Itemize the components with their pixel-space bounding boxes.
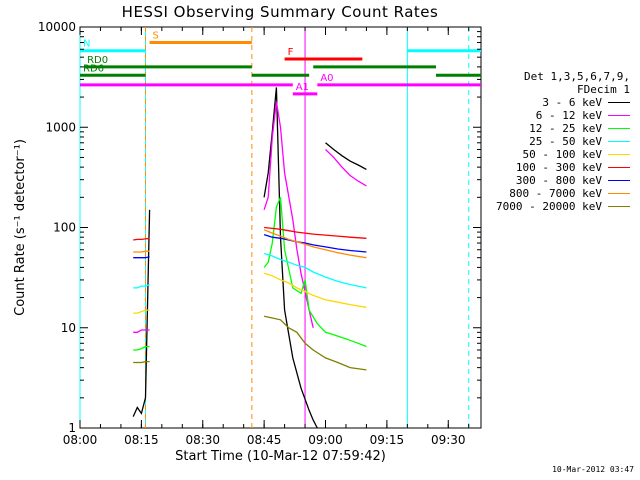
series-line [133,250,150,253]
legend-label: 7000 - 20000 keV [496,200,602,213]
legend-swatch [608,128,630,129]
x-tick-label: 09:15 [370,433,405,447]
x-tick-label: 08:00 [63,433,98,447]
series-line [133,360,150,364]
legend-label: 800 - 7000 keV [509,187,602,200]
x-tick-label: 09:00 [308,433,343,447]
legend-swatch [608,154,630,155]
x-tick-label: 08:45 [247,433,282,447]
series-line [133,329,150,333]
series-line [133,345,150,351]
legend-label: 6 - 12 keV [535,109,602,122]
legend-item: 300 - 800 keV [480,174,630,187]
series-line [325,149,367,187]
legend-header-1: Det 1,3,5,6,7,9, [524,70,630,83]
legend-swatch [608,193,630,194]
y-tick-label: 100 [53,221,76,235]
legend-item: 50 - 100 keV [480,148,630,161]
y-tick-label: 10000 [38,20,76,34]
x-tick-label: 09:30 [431,433,466,447]
series-line [133,283,150,289]
y-tick-label: 1000 [45,120,76,134]
x-tick-label: 08:30 [185,433,220,447]
series-line [263,315,367,371]
legend-item: 12 - 25 keV [480,122,630,135]
series-line [263,197,367,348]
y-tick-label: 10 [61,321,76,335]
y-axis-label: Count Rate (s⁻¹ detector⁻¹) [13,139,28,316]
x-tick-label: 08:15 [124,433,159,447]
legend-item: 800 - 7000 keV [480,187,630,200]
series-line [264,226,367,239]
legend-header-2: FDecim 1 [577,83,630,96]
legend-swatch [608,206,630,207]
x-axis-label: Start Time (10-Mar-12 07:59:42) [175,449,386,464]
legend-item: 25 - 50 keV [480,135,630,148]
legend-item: 6 - 12 keV [480,109,630,122]
legend-label: 3 - 6 keV [542,96,602,109]
y-tick-label: 1 [68,421,76,435]
annotation-label: RD0 [87,55,108,66]
series-line [133,256,150,259]
legend-item: 100 - 300 keV [480,161,630,174]
chart-title: HESSI Observing Summary Count Rates [121,3,439,21]
legend-item: 7000 - 20000 keV [480,200,630,213]
legend-label: 100 - 300 keV [515,161,602,174]
legend-swatch [608,167,630,168]
annotation-label: S [153,31,159,42]
annotation-label: RD6 [83,63,104,74]
legend-label: 12 - 25 keV [529,122,602,135]
legend-rows: 3 - 6 keV 6 - 12 keV 12 - 25 keV 25 - 50 ke… [480,96,630,213]
timestamp: 10-Mar-2012 03:47 [552,465,634,474]
legend: Det 1,3,5,6,7,9, FDecim 1 3 - 6 keV 6 - 1… [480,70,630,213]
series-line [263,233,367,253]
series-line [263,272,367,308]
legend-swatch [608,102,630,103]
series-line [263,87,318,429]
legend-label: 50 - 100 keV [522,148,602,161]
legend-item: 3 - 6 keV [480,96,630,109]
series-line [132,209,151,417]
annotation-label: F [288,47,294,58]
series-line [133,237,150,241]
legend-swatch [608,180,630,181]
annotation-label: N [83,39,90,50]
annotation-label: A0 [320,73,333,84]
legend-label: 25 - 50 keV [529,135,602,148]
annotation-label: A1 [296,82,309,93]
legend-swatch [608,141,630,142]
legend-label: 300 - 800 keV [515,174,602,187]
series-line [133,309,150,314]
series-line [325,142,367,170]
series-line [263,229,367,259]
legend-swatch [608,115,630,116]
series-line [263,252,367,289]
